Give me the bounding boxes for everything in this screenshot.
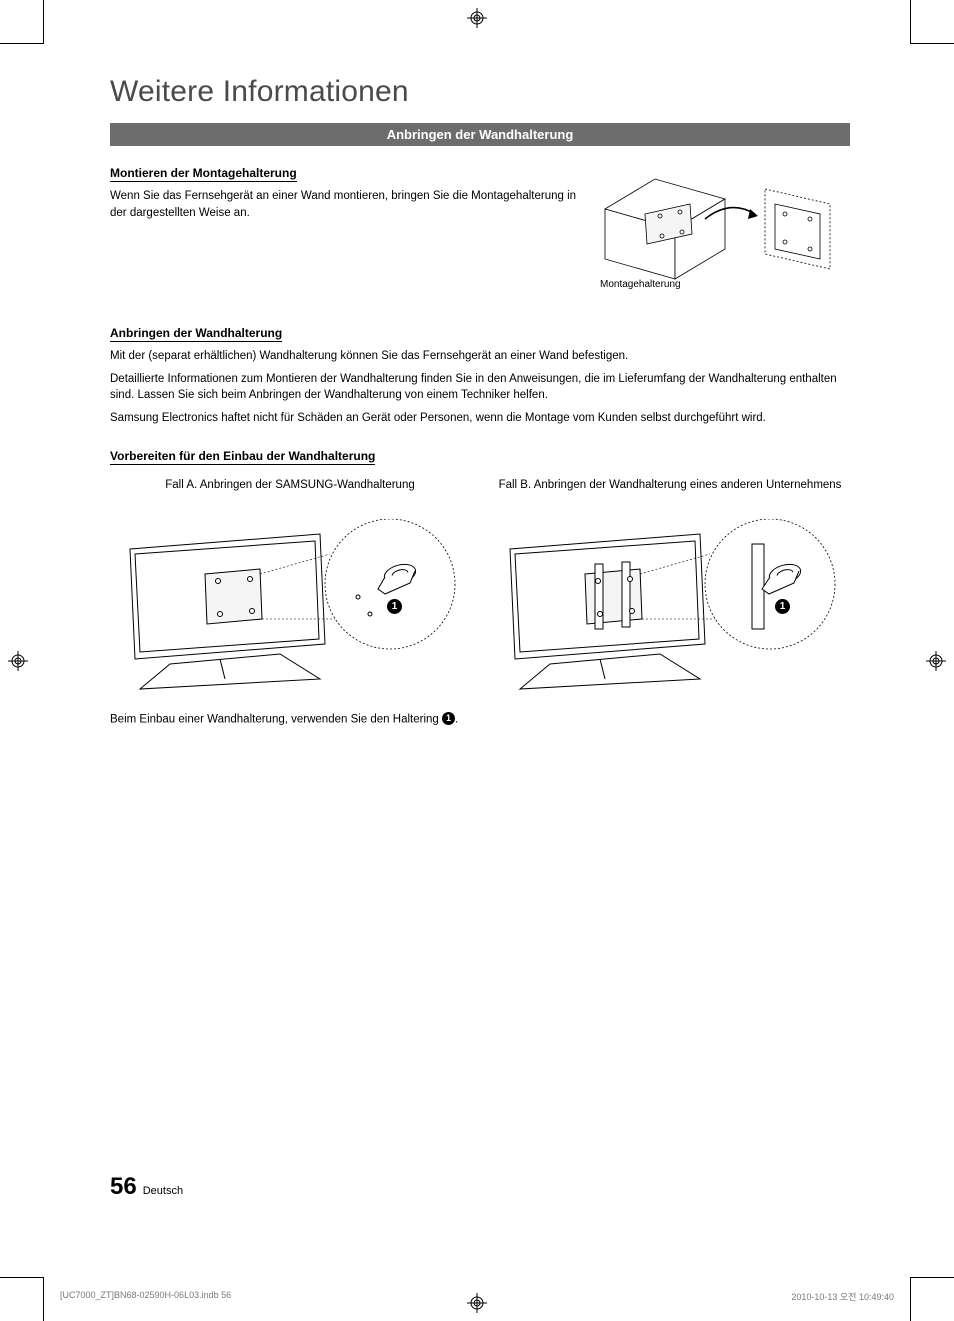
- wallmount-para-2: Detaillierte Informationen zum Montieren…: [110, 371, 850, 404]
- mounting-diagram: Montagehalterung: [600, 164, 850, 294]
- callout-1: 1: [775, 599, 790, 614]
- final-note-prefix: Beim Einbau einer Wandhalterung, verwend…: [110, 713, 442, 725]
- print-file: [UC7000_ZT]BN68-02590H-06L03.indb 56: [60, 1290, 231, 1303]
- tv-mount-samsung-icon: [110, 519, 470, 699]
- crop-mark: [0, 43, 44, 44]
- wall-mount-section: Anbringen der Wandhalterung Mit der (sep…: [110, 324, 850, 427]
- subheading-mounting: Montieren der Montagehalterung: [110, 166, 297, 182]
- crop-mark: [910, 43, 954, 44]
- page-number: 56: [110, 1173, 137, 1201]
- crop-mark: [43, 1277, 44, 1321]
- crop-mark: [910, 0, 911, 44]
- final-note-suffix: .: [455, 713, 458, 725]
- case-b: Fall B. Anbringen der Wandhalterung eine…: [490, 479, 850, 699]
- case-a-diagram: 1: [110, 519, 470, 699]
- diagram-label: Montagehalterung: [600, 279, 681, 290]
- page-title: Weitere Informationen: [110, 75, 850, 109]
- mounting-description: Wenn Sie das Fernsehgerät an einer Wand …: [110, 188, 580, 221]
- callout-1: 1: [387, 599, 402, 614]
- crop-mark: [910, 1277, 954, 1278]
- crop-mark: [910, 1277, 911, 1321]
- page-language: Deutsch: [143, 1185, 183, 1197]
- section-header-bar: Anbringen der Wandhalterung: [110, 123, 850, 146]
- subheading-preparation: Vorbereiten für den Einbau der Wandhalte…: [110, 449, 375, 465]
- registration-mark-icon: [467, 8, 487, 28]
- case-a-title: Fall A. Anbringen der SAMSUNG-Wandhalter…: [110, 479, 470, 511]
- crop-mark: [43, 0, 44, 44]
- page-footer: 56 Deutsch: [110, 1173, 183, 1201]
- final-note: Beim Einbau einer Wandhalterung, verwend…: [110, 713, 850, 726]
- page-content: Weitere Informationen Anbringen der Wand…: [110, 75, 850, 726]
- tv-mount-other-icon: [490, 519, 850, 699]
- crop-mark: [0, 1277, 44, 1278]
- wallmount-para-1: Mit der (separat erhältlichen) Wandhalte…: [110, 348, 850, 365]
- bracket-assembly-icon: [600, 164, 850, 294]
- print-metadata: [UC7000_ZT]BN68-02590H-06L03.indb 56 201…: [60, 1290, 894, 1303]
- preparation-section: Vorbereiten für den Einbau der Wandhalte…: [110, 447, 850, 726]
- case-b-diagram: 1: [490, 519, 850, 699]
- print-timestamp: 2010-10-13 오전 10:49:40: [791, 1290, 894, 1303]
- case-b-title: Fall B. Anbringen der Wandhalterung eine…: [490, 479, 850, 511]
- circled-one-icon: 1: [442, 712, 455, 725]
- registration-mark-icon: [8, 651, 28, 671]
- registration-mark-icon: [926, 651, 946, 671]
- mounting-bracket-section: Montieren der Montagehalterung Wenn Sie …: [110, 164, 850, 294]
- case-a: Fall A. Anbringen der SAMSUNG-Wandhalter…: [110, 479, 470, 699]
- wallmount-para-3: Samsung Electronics haftet nicht für Sch…: [110, 410, 850, 427]
- subheading-wallmount: Anbringen der Wandhalterung: [110, 326, 282, 342]
